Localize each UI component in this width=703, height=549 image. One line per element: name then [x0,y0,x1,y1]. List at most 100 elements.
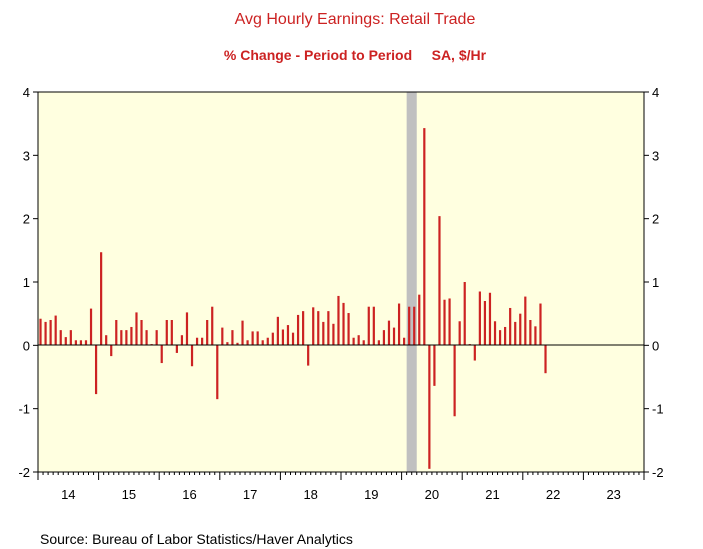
bar [367,306,370,346]
bar [413,306,416,346]
x-tick-label: 20 [425,487,439,502]
bar [483,301,487,346]
x-tick-label: 17 [243,487,257,502]
bar [362,340,365,346]
bar [514,321,517,346]
bar [463,282,466,346]
bar [302,311,305,346]
y-tick-label-right: -2 [652,465,664,480]
bar [488,292,492,346]
bar [544,345,547,374]
bar [165,320,168,346]
bar [236,342,239,346]
bar [231,330,234,346]
bar [175,345,178,353]
bar [397,303,401,346]
plot-background [38,92,644,472]
y-tick-label-left: -2 [18,465,30,480]
bar [433,345,436,386]
bar [347,313,350,346]
bar [69,330,72,346]
bar [201,337,204,346]
bar [59,330,62,346]
bar [84,340,88,346]
bar [115,320,118,346]
x-tick-label: 15 [122,487,136,502]
bar [54,315,57,346]
bar [377,340,380,346]
bar [195,337,199,346]
bar [392,327,396,346]
bar [266,337,269,346]
bar [241,320,244,346]
bar [49,320,52,346]
y-tick-label-right: 4 [652,85,659,100]
bar [423,128,426,346]
y-tick-label-left: 3 [23,148,30,163]
bar [281,329,285,346]
bar [322,321,325,346]
bar [251,331,254,346]
x-tick-label: 14 [61,487,75,502]
bar [428,345,431,469]
recession-shading [406,92,417,472]
bar [387,320,391,346]
bar [403,337,406,346]
bar [327,311,330,346]
bar [211,306,214,346]
recession-shade-bar [406,92,417,472]
bar [170,320,173,346]
y-tick-label-left: -1 [18,402,30,417]
bar [216,345,219,400]
bar [261,340,264,346]
bar [145,330,148,346]
x-tick-label: 22 [546,487,560,502]
bar [408,306,411,346]
bar [372,306,375,346]
chart-subtitle: % Change - Period to Period SA, $/Hr [224,47,487,63]
bar [357,335,360,346]
bar [105,335,108,346]
bar [256,331,259,346]
bar [418,294,421,346]
x-tick-label: 23 [606,487,620,502]
bar [286,325,290,346]
bar [534,326,537,346]
bar [120,330,123,346]
y-tick-label-right: 3 [652,148,659,163]
bar [110,345,113,357]
bar [135,312,138,346]
y-tick-label-left: 4 [23,85,30,100]
y-tick-label-left: 2 [23,212,30,227]
y-tick-label-right: 0 [652,338,659,353]
bar [180,335,184,346]
bar [312,307,315,346]
bar [226,342,229,346]
bar [140,320,143,346]
y-tick-label-right: 1 [652,275,659,290]
bar [539,303,542,346]
bar [504,326,507,346]
y-axis: 4 4 3 3 2 2 1 1 0 0 -1 -1 -2 -2 [18,85,663,480]
bar [493,321,497,346]
bar [160,345,163,364]
bar [44,321,47,346]
bar [291,332,295,346]
bar [307,345,310,366]
bar [276,316,279,346]
bar [473,345,476,361]
x-tick-label: 21 [485,487,499,502]
bar [519,313,522,346]
y-tick-label-right: -1 [652,402,664,417]
bar [332,323,335,346]
bar [130,326,133,346]
bar [64,337,67,346]
bar [453,345,456,417]
bar [185,312,189,346]
bar [458,321,461,346]
x-tick-label: 19 [364,487,378,502]
y-tick-label-left: 1 [23,275,30,290]
bar [39,318,42,346]
x-tick-label: 16 [182,487,196,502]
